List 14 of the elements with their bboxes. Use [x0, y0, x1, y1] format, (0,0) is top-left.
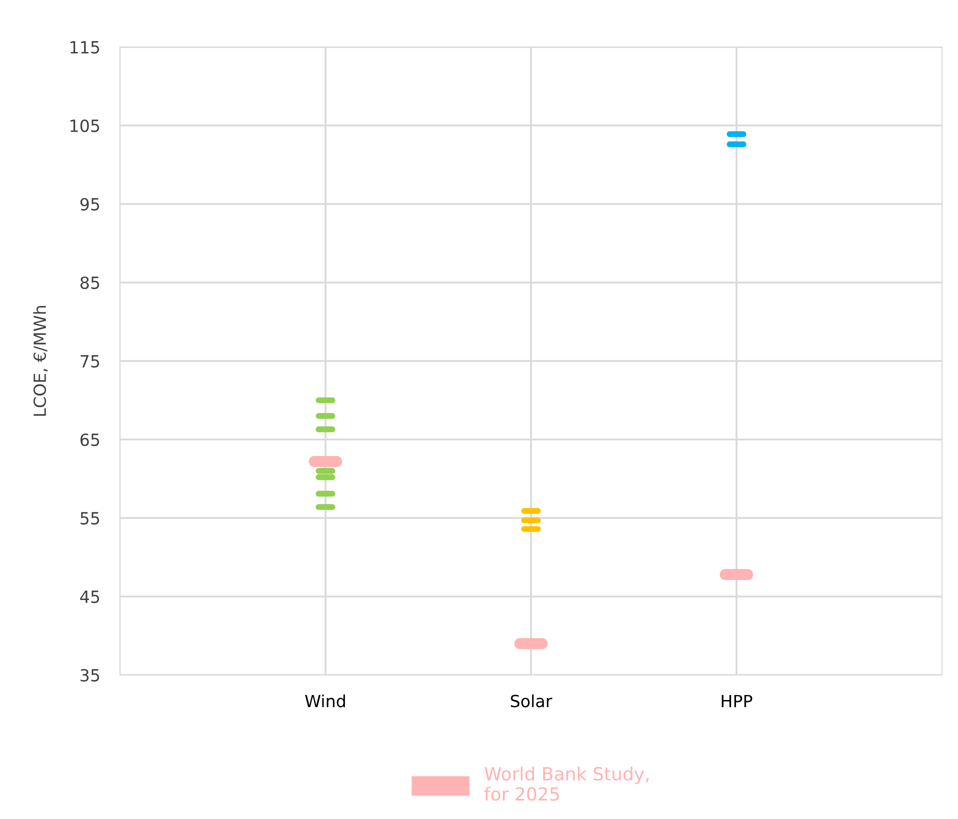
y-tick-label: 55: [80, 512, 100, 525]
y-tick-label: 65: [80, 433, 100, 446]
legend-label: World Bank Study, for 2025: [484, 766, 649, 801]
y-tick-label: 95: [80, 198, 100, 211]
x-tick-label: Wind: [305, 694, 345, 708]
x-tick-label: HPP: [722, 694, 752, 708]
y-tick-label: 115: [70, 41, 100, 54]
x-tick-label: Solar: [510, 694, 552, 708]
y-tick-label: 75: [80, 355, 100, 368]
y-tick-label: 85: [80, 276, 100, 290]
y-tick-label: 35: [80, 668, 100, 682]
y-tick-label: 105: [70, 119, 100, 132]
y-axis-title: LCOE, €/MWh: [33, 306, 48, 416]
y-tick-label: 45: [80, 590, 100, 604]
